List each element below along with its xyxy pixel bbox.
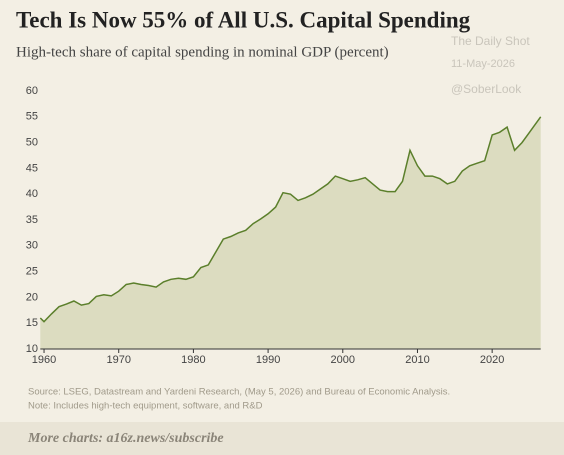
x-tick-label: 1970 xyxy=(106,354,130,366)
x-tick-label: 1990 xyxy=(256,354,280,366)
watermark: 11-May-2026 xyxy=(451,58,515,70)
source: Source: LSEG, Datastream and Yardeni Res… xyxy=(28,387,450,398)
chart-subtitle: High-tech share of capital spending in n… xyxy=(16,44,389,60)
y-tick-label: 40 xyxy=(26,188,38,200)
area xyxy=(40,116,541,349)
y-tick-label: 35 xyxy=(26,214,38,226)
y-tick-label: 50 xyxy=(26,137,38,149)
chart-title: Tech Is Now 55% of All U.S. Capital Spen… xyxy=(16,7,471,32)
y-tick-label: 25 xyxy=(26,266,38,278)
note: Note: Includes high-tech equipment, soft… xyxy=(28,401,263,412)
x-tick-label: 2010 xyxy=(405,354,429,366)
y-tick-label: 20 xyxy=(26,291,38,303)
x-tick-label: 1960 xyxy=(32,354,56,366)
y-tick-label: 10 xyxy=(26,343,38,355)
x-tick-label: 1980 xyxy=(181,354,205,366)
x-tick-label: 2000 xyxy=(331,354,355,366)
line xyxy=(39,116,542,323)
y-tick-label: 55 xyxy=(26,111,38,123)
y-tick-label: 60 xyxy=(26,85,38,97)
footer: More charts: a16z.news/subscribe xyxy=(27,431,224,446)
watermark: @SoberLook xyxy=(451,82,522,96)
watermark: The Daily Shot xyxy=(451,34,530,48)
y-tick-label: 30 xyxy=(26,240,38,252)
y-tick-label: 15 xyxy=(26,317,38,329)
y-tick-label: 45 xyxy=(26,162,38,174)
footer-band xyxy=(0,422,564,455)
x-tick-label: 2020 xyxy=(480,354,504,366)
